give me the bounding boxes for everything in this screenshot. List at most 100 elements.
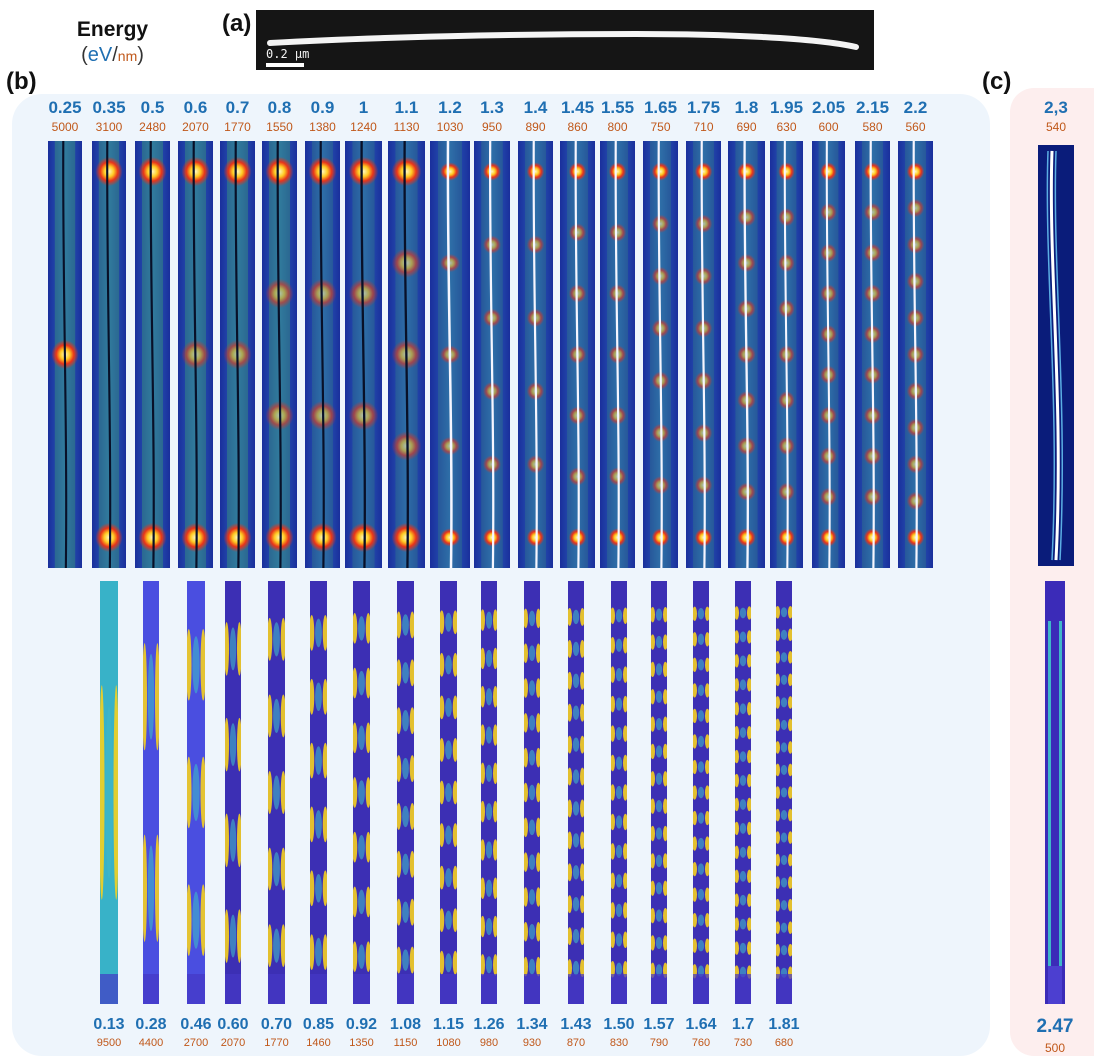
panel-c-sim-energy-ev: 2.47 [1036, 1016, 1074, 1037]
experimental-map-0: 0.25 5000 [48, 98, 82, 568]
experimental-eels-image [345, 141, 382, 568]
simulated-map-12: 1.50 830 [603, 581, 635, 1058]
legend-open-paren: ( [81, 44, 88, 66]
experimental-eels-image [135, 141, 170, 568]
experimental-map-20: 2.2 560 [898, 98, 933, 568]
simulated-wavelength-nm: 930 [522, 1037, 542, 1049]
simulated-energy-ev: 0.85 [302, 1016, 335, 1033]
experimental-wavelength-nm: 1550 [266, 120, 293, 134]
experimental-map-3: 0.6 2070 [178, 98, 213, 568]
simulated-field-image [481, 581, 497, 1004]
panel-label-b: (b) [6, 68, 37, 95]
scale-bar-label: 0.2 µm [266, 47, 310, 61]
experimental-wavelength-nm: 630 [776, 120, 797, 134]
experimental-eels-image [388, 141, 425, 568]
panel-c-simulated-map: 2.47 500 [1037, 581, 1073, 1058]
simulated-wavelength-nm: 1080 [436, 1037, 461, 1049]
simulated-field-image [440, 581, 457, 1004]
experimental-wavelength-nm: 1770 [224, 120, 251, 134]
simulated-energy-ev: 1.43 [560, 1016, 592, 1033]
experimental-eels-image [430, 141, 470, 568]
experimental-wavelength-nm: 3100 [95, 120, 123, 134]
panel-c-exp-energy-ev: 2,3 [1044, 98, 1068, 117]
experimental-eels-image [643, 141, 678, 568]
simulated-field-image [568, 581, 584, 1004]
experimental-energy-ev: 2.05 [811, 98, 846, 117]
simulated-map-5: 0.85 1460 [303, 581, 334, 1058]
simulated-map-6: 0.92 1350 [346, 581, 377, 1058]
panel-c-experimental-map: 2,3 540 [1038, 98, 1074, 568]
energy-legend: Energy (eV/nm) [60, 18, 165, 67]
experimental-energy-ev: 1.55 [600, 98, 635, 117]
experimental-wavelength-nm: 950 [481, 120, 503, 134]
panel-label-a: (a) [222, 10, 252, 37]
experimental-wavelength-nm: 890 [525, 120, 546, 134]
nanowire-shape [267, 30, 859, 50]
simulated-map-1: 0.28 4400 [135, 581, 167, 1058]
experimental-wavelength-nm: 2480 [139, 120, 166, 134]
simulated-wavelength-nm: 980 [479, 1037, 499, 1049]
simulated-energy-ev: 1.7 [731, 1016, 755, 1033]
legend-units: (eV/nm) [60, 44, 165, 67]
panel-c-sim-wavelength-nm: 500 [1044, 1041, 1066, 1055]
legend-title: Energy [76, 18, 149, 41]
legend-nm-unit: nm [117, 48, 138, 64]
simulated-field-image [651, 581, 667, 1004]
panel-c-exp-wavelength-nm: 540 [1045, 120, 1067, 134]
simulated-wavelength-nm: 4400 [138, 1037, 164, 1049]
experimental-eels-image [686, 141, 721, 568]
experimental-energy-ev: 2.15 [855, 98, 890, 117]
experimental-map-12: 1.45 860 [560, 98, 595, 568]
experimental-wavelength-nm: 710 [693, 120, 714, 134]
legend-ev-unit: eV [87, 44, 113, 66]
simulated-wavelength-nm: 730 [733, 1037, 753, 1049]
simulated-wavelength-nm: 1770 [264, 1037, 289, 1049]
simulated-map-16: 1.81 680 [768, 581, 800, 1058]
simulated-field-image [310, 581, 327, 1004]
simulated-energy-ev: 1.64 [685, 1016, 717, 1033]
simulated-wavelength-nm: 2700 [183, 1037, 209, 1049]
experimental-energy-ev: 0.35 [92, 98, 126, 117]
simulated-field-image [735, 581, 751, 1004]
simulated-field-image [225, 581, 241, 1004]
simulated-wavelength-nm: 9500 [96, 1037, 122, 1049]
simulated-energy-ev: 1.26 [473, 1016, 505, 1033]
simulated-field-image [611, 581, 627, 1004]
experimental-energy-ev: 0.7 [225, 98, 250, 117]
experimental-map-11: 1.4 890 [518, 98, 553, 568]
experimental-eels-image [474, 141, 510, 568]
experimental-eels-image [812, 141, 845, 568]
experimental-wavelength-nm: 560 [905, 120, 926, 134]
experimental-eels-image [178, 141, 213, 568]
experimental-map-1: 0.35 3100 [92, 98, 126, 568]
experimental-energy-ev: 1.95 [769, 98, 804, 117]
simulated-map-15: 1.7 730 [732, 581, 754, 1058]
scale-bar [266, 63, 304, 67]
experimental-eels-image [262, 141, 297, 568]
experimental-energy-ev: 1.2 [438, 98, 462, 117]
experimental-eels-image [305, 141, 340, 568]
experimental-energy-ev: 1 [358, 98, 369, 117]
simulated-field-image [776, 581, 792, 1004]
simulated-map-7: 1.08 1150 [390, 581, 421, 1058]
experimental-wavelength-nm: 2070 [182, 120, 209, 134]
simulated-map-9: 1.26 980 [473, 581, 505, 1058]
experimental-map-9: 1.2 1030 [430, 98, 470, 568]
experimental-eels-image [48, 141, 82, 568]
experimental-map-14: 1.65 750 [643, 98, 678, 568]
experimental-energy-ev: 0.9 [310, 98, 335, 117]
simulated-wavelength-nm: 790 [649, 1037, 669, 1049]
simulated-energy-ev: 0.28 [135, 1016, 167, 1033]
experimental-energy-ev: 1.4 [523, 98, 548, 117]
legend-close-paren: ) [137, 44, 144, 66]
experimental-map-16: 1.8 690 [728, 98, 765, 568]
simulated-energy-ev: 1.50 [603, 1016, 635, 1033]
simulated-energy-ev: 0.92 [345, 1016, 378, 1033]
experimental-energy-ev: 1.8 [734, 98, 759, 117]
experimental-map-6: 0.9 1380 [305, 98, 340, 568]
experimental-wavelength-nm: 750 [650, 120, 671, 134]
experimental-energy-ev: 0.25 [48, 98, 82, 117]
simulated-wavelength-nm: 2070 [220, 1037, 246, 1049]
experimental-energy-ev: 1.3 [480, 98, 504, 117]
experimental-map-19: 2.15 580 [855, 98, 890, 568]
